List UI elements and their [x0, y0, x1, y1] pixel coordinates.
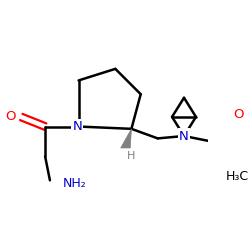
- Text: N: N: [72, 120, 82, 133]
- Polygon shape: [121, 129, 132, 148]
- Text: N: N: [179, 130, 189, 142]
- Text: NH₂: NH₂: [63, 178, 87, 190]
- Text: H: H: [127, 151, 136, 161]
- Text: O: O: [5, 110, 16, 124]
- Text: H₃C: H₃C: [226, 170, 249, 183]
- Text: O: O: [234, 108, 244, 121]
